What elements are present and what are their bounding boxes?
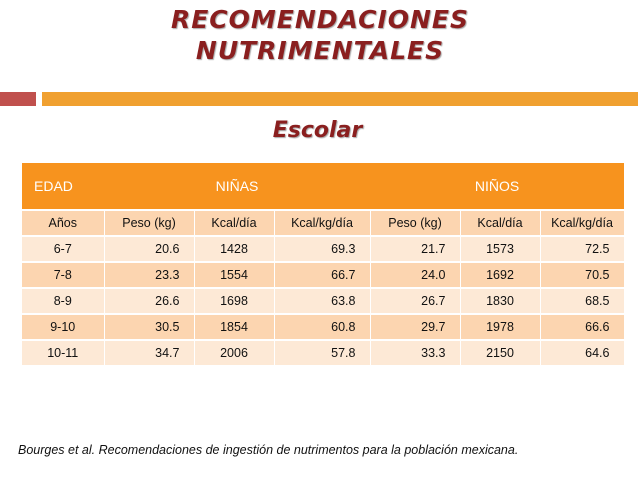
column-header: Kcal/día [460,209,541,236]
slide-subtitle: Escolar [272,118,363,143]
table-cell: 1978 [460,313,541,340]
title-line-2: NUTRIMENTALES [195,36,445,65]
table-cell: 1428 [194,235,275,262]
table-cell: 26.7 [370,287,461,314]
table-cell: 6-7 [22,235,105,262]
table-cell: 64.6 [540,339,625,365]
column-header: Kcal/kg/día [274,209,371,236]
table-row: 8-9 26.6 1698 63.8 26.7 1830 68.5 [22,287,625,314]
table-cell: 69.3 [274,235,371,262]
table-cell: 1573 [460,235,541,262]
table-row: 6-7 20.6 1428 69.3 21.7 1573 72.5 [22,235,625,262]
table-row: 10-11 34.7 2006 57.8 33.3 2150 64.6 [22,339,625,365]
table-cell: 60.8 [274,313,371,340]
source-citation: Bourges et al. Recomendaciones de ingest… [18,443,519,457]
table-cell: 66.6 [540,313,625,340]
table-cell: 33.3 [370,339,461,365]
table-cell: 20.6 [104,235,195,262]
table-cell: 1692 [460,261,541,288]
column-header: Kcal/día [194,209,275,236]
table-cell: 10-11 [22,339,105,365]
table-cell: 9-10 [22,313,105,340]
table-cell: 26.6 [104,287,195,314]
accent-bar-red [0,92,36,106]
header-ninas: NIÑAS [104,163,370,210]
column-header: Peso (kg) [370,209,461,236]
table-cell: 30.5 [104,313,195,340]
table-cell: 63.8 [274,287,371,314]
column-header: Kcal/kg/día [540,209,625,236]
accent-bar-orange [42,92,638,106]
table-cell: 34.7 [104,339,195,365]
table-cell: 1698 [194,287,275,314]
table-cell: 21.7 [370,235,461,262]
table-cell: 66.7 [274,261,371,288]
table-cell: 7-8 [22,261,105,288]
table-cell: 23.3 [104,261,195,288]
table-cell: 24.0 [370,261,461,288]
table-cell: 2150 [460,339,541,365]
table-row: 9-10 30.5 1854 60.8 29.7 1978 66.6 [22,313,625,340]
table-cell: 8-9 [22,287,105,314]
header-edad: EDAD [22,163,104,210]
table-row: 7-8 23.3 1554 66.7 24.0 1692 70.5 [22,261,625,288]
table-group-header-row: EDAD NIÑAS NIÑOS [22,163,624,210]
table-cell: 1854 [194,313,275,340]
table-cell: 57.8 [274,339,371,365]
header-ninos: NIÑOS [370,163,624,210]
table-cell: 70.5 [540,261,625,288]
table-cell: 68.5 [540,287,625,314]
table-column-header-row: Años Peso (kg) Kcal/día Kcal/kg/día Peso… [22,209,625,236]
table-cell: 72.5 [540,235,625,262]
table-cell: 29.7 [370,313,461,340]
slide-title: RECOMENDACIONES NUTRIMENTALES [100,4,540,66]
table-cell: 2006 [194,339,275,365]
nutrition-table: EDAD NIÑAS NIÑOS Años Peso (kg) Kcal/día… [22,163,625,365]
column-header: Años [22,209,105,236]
title-line-1: RECOMENDACIONES [170,5,470,34]
column-header: Peso (kg) [104,209,195,236]
table-cell: 1830 [460,287,541,314]
table-cell: 1554 [194,261,275,288]
